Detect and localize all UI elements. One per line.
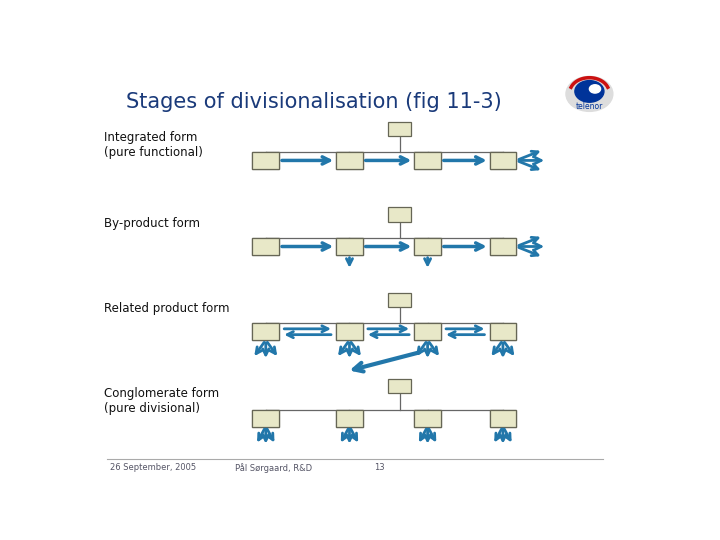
FancyBboxPatch shape [414,238,441,255]
FancyBboxPatch shape [490,410,516,427]
Text: Conglomerate form
(pure divisional): Conglomerate form (pure divisional) [104,387,219,415]
FancyBboxPatch shape [336,238,363,255]
Text: 13: 13 [374,463,385,472]
FancyBboxPatch shape [336,323,363,340]
Text: 26 September, 2005: 26 September, 2005 [109,463,196,472]
FancyBboxPatch shape [253,238,279,255]
FancyBboxPatch shape [336,410,363,427]
FancyBboxPatch shape [414,238,441,255]
FancyBboxPatch shape [414,323,441,340]
Text: Pål Sørgaard, R&D: Pål Sørgaard, R&D [235,463,312,473]
FancyBboxPatch shape [253,323,279,340]
FancyBboxPatch shape [490,152,516,168]
FancyBboxPatch shape [253,410,279,427]
FancyBboxPatch shape [490,152,516,168]
FancyBboxPatch shape [388,207,411,221]
FancyBboxPatch shape [490,238,516,255]
FancyBboxPatch shape [414,152,441,168]
FancyBboxPatch shape [253,323,279,340]
Circle shape [566,77,613,111]
Text: Related product form: Related product form [104,302,230,315]
Text: By-product form: By-product form [104,217,200,230]
FancyBboxPatch shape [414,410,441,427]
FancyBboxPatch shape [253,152,279,168]
FancyBboxPatch shape [388,122,411,136]
FancyBboxPatch shape [490,410,516,427]
FancyBboxPatch shape [336,410,363,427]
FancyBboxPatch shape [83,60,654,486]
Text: telenor: telenor [576,102,603,111]
FancyBboxPatch shape [414,152,441,168]
Circle shape [562,73,617,114]
FancyBboxPatch shape [388,379,411,393]
FancyBboxPatch shape [414,410,441,427]
FancyBboxPatch shape [490,238,516,255]
FancyBboxPatch shape [336,152,363,168]
FancyBboxPatch shape [336,323,363,340]
Circle shape [575,80,604,102]
FancyBboxPatch shape [490,323,516,340]
Circle shape [590,85,600,93]
FancyBboxPatch shape [253,238,279,255]
FancyBboxPatch shape [388,293,411,307]
FancyBboxPatch shape [490,323,516,340]
FancyBboxPatch shape [414,323,441,340]
Text: Stages of divisionalisation (fig 11-3): Stages of divisionalisation (fig 11-3) [126,92,502,112]
FancyBboxPatch shape [336,152,363,168]
FancyBboxPatch shape [336,238,363,255]
FancyBboxPatch shape [253,152,279,168]
Text: Integrated form
(pure functional): Integrated form (pure functional) [104,131,203,159]
FancyBboxPatch shape [253,410,279,427]
